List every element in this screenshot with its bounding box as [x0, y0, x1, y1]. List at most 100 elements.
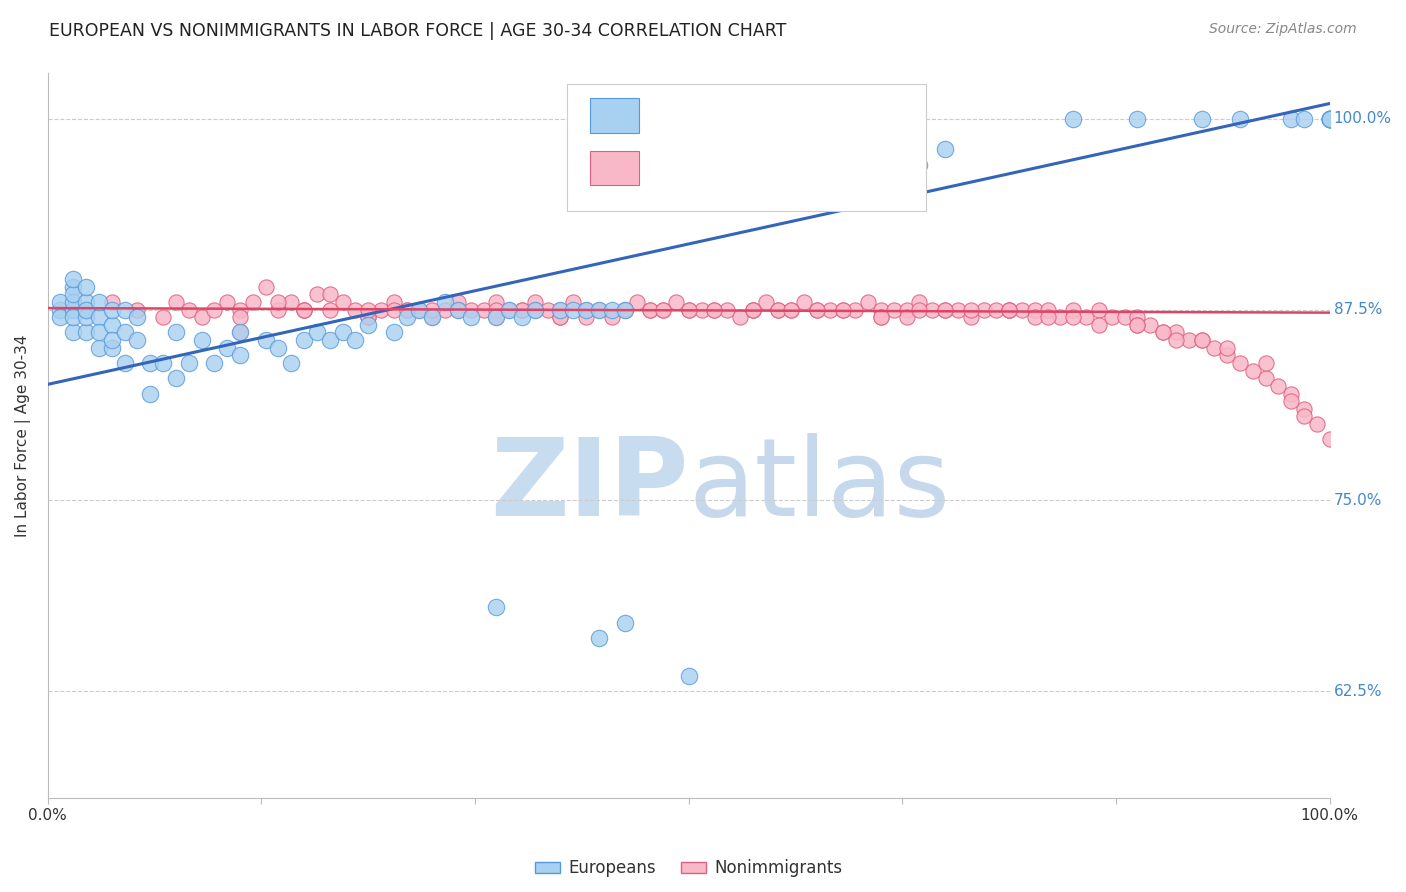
Point: [75, 302, 97, 317]
Legend: Europeans, Nonimmigrants: Europeans, Nonimmigrants: [529, 853, 849, 884]
Point: [575, 310, 598, 325]
Point: [638, 302, 661, 317]
Point: [472, 302, 495, 317]
Point: [62, 287, 84, 301]
Point: [344, 302, 367, 317]
Point: [280, 295, 302, 310]
Point: [100, 295, 122, 310]
Point: [242, 295, 264, 310]
Point: [1241, 364, 1264, 378]
Point: [652, 302, 675, 317]
Point: [1164, 326, 1187, 340]
Point: [946, 302, 969, 317]
Point: [1177, 333, 1199, 347]
Point: [1319, 112, 1341, 126]
Point: [357, 302, 380, 317]
Text: EUROPEAN VS NONIMMIGRANTS IN LABOR FORCE | AGE 30-34 CORRELATION CHART: EUROPEAN VS NONIMMIGRANTS IN LABOR FORCE…: [49, 22, 786, 40]
Point: [75, 295, 97, 310]
FancyBboxPatch shape: [591, 151, 638, 186]
Point: [229, 326, 252, 340]
Point: [998, 302, 1021, 317]
Point: [703, 302, 725, 317]
Point: [716, 302, 738, 317]
Point: [408, 302, 430, 317]
Point: [498, 302, 520, 317]
Point: [62, 310, 84, 325]
Point: [344, 333, 367, 347]
Text: 62.5%: 62.5%: [1333, 683, 1382, 698]
Point: [100, 318, 122, 332]
Point: [229, 348, 252, 362]
Point: [75, 279, 97, 293]
Point: [1062, 302, 1084, 317]
Point: [382, 302, 405, 317]
Point: [1152, 326, 1174, 340]
Point: [1062, 310, 1084, 325]
Point: [408, 302, 430, 317]
Point: [190, 333, 212, 347]
Point: [613, 302, 636, 317]
Point: [357, 310, 380, 325]
Point: [1126, 318, 1149, 332]
Point: [562, 295, 585, 310]
Point: [678, 302, 700, 317]
Point: [447, 302, 470, 317]
Point: [127, 333, 149, 347]
Point: [87, 341, 110, 355]
Point: [908, 157, 931, 171]
Point: [1088, 302, 1111, 317]
Point: [49, 302, 72, 317]
Point: [1126, 112, 1149, 126]
Text: 87.5%: 87.5%: [1333, 302, 1382, 317]
Point: [575, 302, 598, 317]
Point: [870, 310, 893, 325]
Point: [550, 310, 572, 325]
Point: [1319, 112, 1341, 126]
Point: [1024, 302, 1046, 317]
Text: ZIP: ZIP: [491, 434, 689, 540]
Point: [1294, 401, 1316, 416]
Y-axis label: In Labor Force | Age 30-34: In Labor Force | Age 30-34: [15, 334, 31, 537]
Point: [768, 302, 790, 317]
Point: [127, 310, 149, 325]
Point: [202, 356, 225, 370]
Text: R = 0.029   N = 146: R = 0.029 N = 146: [650, 159, 832, 177]
Text: 75.0%: 75.0%: [1333, 493, 1382, 508]
Point: [177, 302, 200, 317]
Point: [229, 302, 252, 317]
Point: [485, 295, 508, 310]
Point: [1254, 371, 1277, 385]
Point: [600, 302, 623, 317]
Point: [75, 310, 97, 325]
Point: [870, 310, 893, 325]
Point: [100, 333, 122, 347]
Point: [1036, 302, 1059, 317]
Point: [1279, 112, 1302, 126]
Point: [831, 302, 853, 317]
Point: [114, 302, 136, 317]
Point: [728, 310, 751, 325]
Point: [1294, 409, 1316, 424]
Point: [896, 302, 918, 317]
Point: [267, 302, 290, 317]
Point: [434, 302, 457, 317]
Point: [870, 157, 893, 171]
Point: [1319, 112, 1341, 126]
Point: [613, 302, 636, 317]
Point: [1139, 318, 1161, 332]
Point: [1319, 112, 1341, 126]
Point: [550, 302, 572, 317]
Point: [62, 302, 84, 317]
Point: [1024, 310, 1046, 325]
Point: [139, 386, 162, 401]
Point: [1216, 348, 1239, 362]
Point: [460, 310, 482, 325]
Point: [420, 302, 443, 317]
Point: [75, 302, 97, 317]
Point: [332, 295, 354, 310]
Point: [550, 302, 572, 317]
Point: [665, 295, 688, 310]
Point: [357, 318, 380, 332]
Point: [755, 295, 778, 310]
Point: [100, 341, 122, 355]
